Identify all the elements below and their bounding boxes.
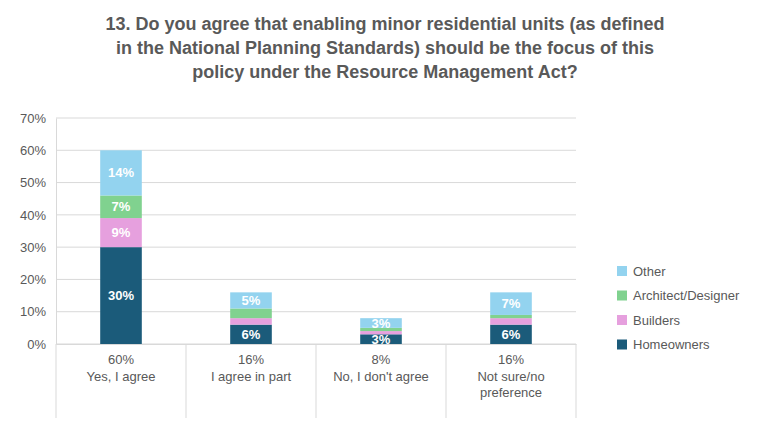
x-tick-label: Not sure/nopreference [477, 369, 544, 400]
legend-entry: Architect/Designer [617, 288, 740, 303]
y-tick-label: 60% [20, 143, 46, 158]
category-separator [316, 344, 317, 418]
data-label: 7% [502, 296, 521, 311]
x-tick: No, I don't agree [333, 344, 429, 384]
legend-swatch [617, 266, 627, 276]
data-label: 9% [112, 225, 131, 240]
series [100, 150, 532, 328]
total-label: 16% [498, 352, 524, 367]
series [100, 218, 532, 334]
y-axis-line [56, 119, 57, 345]
y-tick: 0% [27, 337, 56, 352]
series [100, 247, 532, 344]
x-tick: I agree in part [211, 344, 292, 384]
chart: 13. Do you agree that enabling minor res… [0, 0, 771, 428]
legend-entry: Builders [617, 313, 680, 328]
bar-segment [230, 325, 272, 344]
y-tick: 10% [20, 304, 56, 319]
legend-entry: Other [617, 264, 666, 279]
y-tick-label: 50% [20, 175, 46, 190]
y-tick-label: 70% [20, 111, 46, 126]
y-tick: 20% [20, 272, 56, 287]
total-label: 60% [108, 352, 134, 367]
title: 13. Do you agree that enabling minor res… [105, 14, 664, 82]
bar-segment [490, 325, 532, 344]
bar-segment [490, 315, 532, 318]
legend-entry: Homeowners [617, 337, 710, 352]
x-tick: Yes, I agree [87, 344, 156, 384]
bar-segment [100, 218, 142, 247]
category-separator [446, 344, 447, 418]
y-tick: 70% [20, 111, 56, 126]
series [100, 195, 532, 331]
bar-segment [490, 292, 532, 315]
y-tick-label: 0% [27, 337, 46, 352]
bar-segment [230, 318, 272, 324]
x-tick-label: No, I don't agree [333, 369, 429, 384]
total-labels: 60% 16% 8% 16% [108, 352, 524, 367]
bar-segment [490, 318, 532, 324]
data-label: 7% [112, 199, 131, 214]
data-label: 6% [502, 327, 521, 342]
data-label: 14% [108, 165, 134, 180]
data-label: 30% [108, 288, 134, 303]
data-label: 5% [242, 293, 261, 308]
data-labels: 30%6%3%6%9%7%14%5%3%7% [108, 165, 521, 346]
data-label: 6% [242, 327, 261, 342]
legend-label: Homeowners [633, 337, 710, 352]
y-tick-label: 20% [20, 272, 46, 287]
y-tick: 30% [20, 240, 56, 255]
category-separators [56, 344, 576, 418]
y-tick-label: 40% [20, 208, 46, 223]
grid [56, 118, 576, 344]
x-tick: Not sure/nopreference [477, 344, 544, 400]
legend-label: Builders [633, 313, 680, 328]
category-separator [56, 344, 57, 418]
bar-segment [230, 308, 272, 318]
y-tick-label: 30% [20, 240, 46, 255]
y-tick: 40% [20, 208, 56, 223]
bar-segment [100, 247, 142, 344]
legend-label: Other [633, 264, 666, 279]
grid-line [56, 118, 576, 119]
y-tick: 50% [20, 175, 56, 190]
legend-label: Architect/Designer [633, 288, 740, 303]
legend-swatch [617, 315, 627, 325]
legend: Homeowners Builders Architect/Designer Othe… [617, 264, 740, 353]
legend-swatch [617, 291, 627, 301]
data-label: 3% [372, 316, 391, 331]
y-axis: 0% 10% 20% 30% 40% 50% 60% 70% [20, 111, 57, 352]
bar-segment [100, 150, 142, 195]
y-tick: 60% [20, 143, 56, 158]
x-tick-label: Yes, I agree [87, 369, 156, 384]
category-separator [186, 344, 187, 418]
legend-swatch [617, 340, 627, 350]
x-tick-label: I agree in part [211, 369, 292, 384]
bar-segment [230, 292, 272, 308]
category-separator [576, 344, 577, 418]
total-label: 8% [372, 352, 391, 367]
bars [100, 150, 532, 344]
total-label: 16% [238, 352, 264, 367]
y-tick-label: 10% [20, 304, 46, 319]
bar-segment [100, 195, 142, 218]
